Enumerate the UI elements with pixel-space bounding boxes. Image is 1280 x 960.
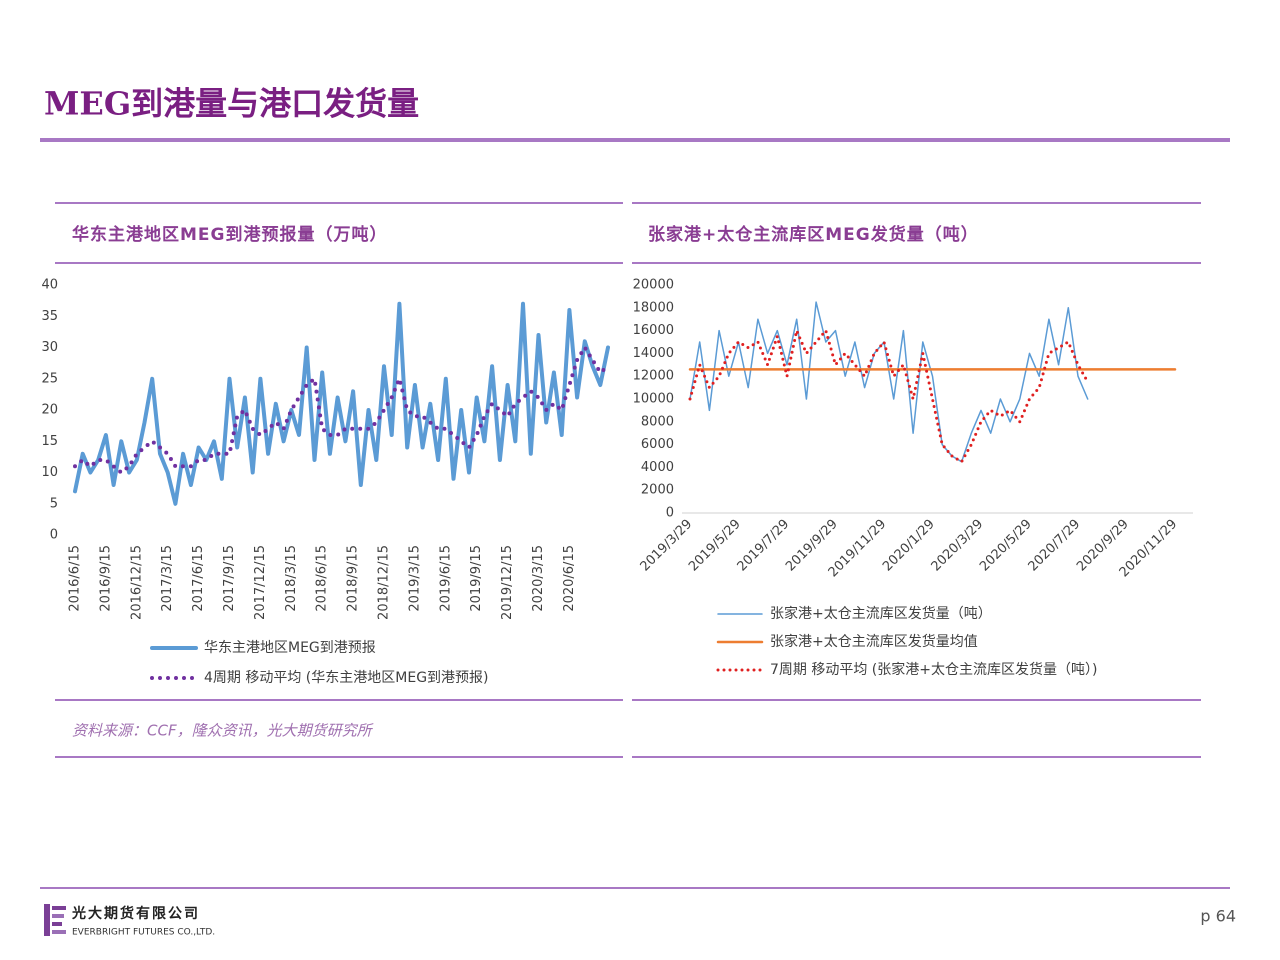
legend-label: 4周期 移动平均 (华东主港地区MEG到港预报) [204,670,489,686]
y-tick-label: 10 [41,465,58,480]
logo [44,904,66,936]
x-tick-label: 2017/3/15 [160,545,175,612]
y-tick-label: 2000 [641,483,674,498]
y-tick-label: 25 [41,371,58,386]
x-tick-label: 2019/3/15 [407,545,422,612]
series-line [688,329,1090,464]
x-tick-label: 2020/6/15 [562,545,577,612]
y-tick-label: 4000 [641,460,674,475]
y-tick-label: 20000 [633,278,674,293]
chart-title: 张家港+太仓主流库区MEG发货量（吨） [648,224,979,245]
y-tick-label: 15 [41,434,58,449]
x-tick-label: 2018/12/15 [376,545,391,620]
x-tick-label: 2016/12/15 [129,545,144,620]
y-tick-label: 10000 [633,392,674,407]
series-line [73,301,610,506]
page-number: p 64 [1200,907,1236,926]
company-cn: 光大期货有限公司 [71,905,200,922]
x-tick-label: 2018/9/15 [346,545,361,612]
company-en: EVERBRIGHT FUTURES CO.,LTD. [72,928,215,938]
x-tick-label: 2017/6/15 [191,545,206,612]
y-tick-label: 0 [50,528,58,543]
x-tick-label: 2019/9/15 [469,545,484,612]
legend-label: 张家港+太仓主流库区发货量均值 [770,633,978,650]
x-tick-label: 2017/9/15 [222,545,237,612]
x-tick-label: 2018/6/15 [315,545,330,612]
y-tick-label: 20 [41,403,58,418]
x-tick-label: 2019/12/15 [500,545,515,620]
y-tick-label: 14000 [633,346,674,361]
y-tick-label: 5 [50,496,58,511]
legend-label: 张家港+太仓主流库区发货量（吨） [770,605,992,622]
x-tick-label: 2017/12/15 [253,545,268,620]
source: 资料来源：CCF，隆众资讯，光大期货研究所 [72,722,374,740]
series-line [73,345,610,475]
y-tick-label: 35 [41,309,58,324]
y-tick-label: 12000 [633,369,674,384]
y-tick-label: 30 [41,340,58,355]
x-tick-label: 2016/6/15 [68,545,83,612]
y-tick-label: 16000 [633,323,674,338]
y-tick-label: 8000 [641,414,674,429]
y-tick-label: 18000 [633,300,674,315]
y-tick-label: 6000 [641,437,674,452]
legend-label: 7周期 移动平均 (张家港+太仓主流库区发货量（吨）) [770,661,1097,678]
chart-title: 华东主港地区MEG到港预报量（万吨） [72,224,387,245]
legend-label: 华东主港地区MEG到港预报 [204,640,376,656]
x-tick-label: 2019/6/15 [438,545,453,612]
x-tick-label: 2016/9/15 [98,545,113,612]
x-tick-label: 2018/3/15 [284,545,299,612]
slide-title: MEG到港量与港口发货量 [44,85,419,123]
y-tick-label: 0 [666,506,674,521]
x-tick-label: 2020/3/15 [531,545,546,612]
y-tick-label: 40 [41,278,58,293]
series-line [689,301,1089,463]
